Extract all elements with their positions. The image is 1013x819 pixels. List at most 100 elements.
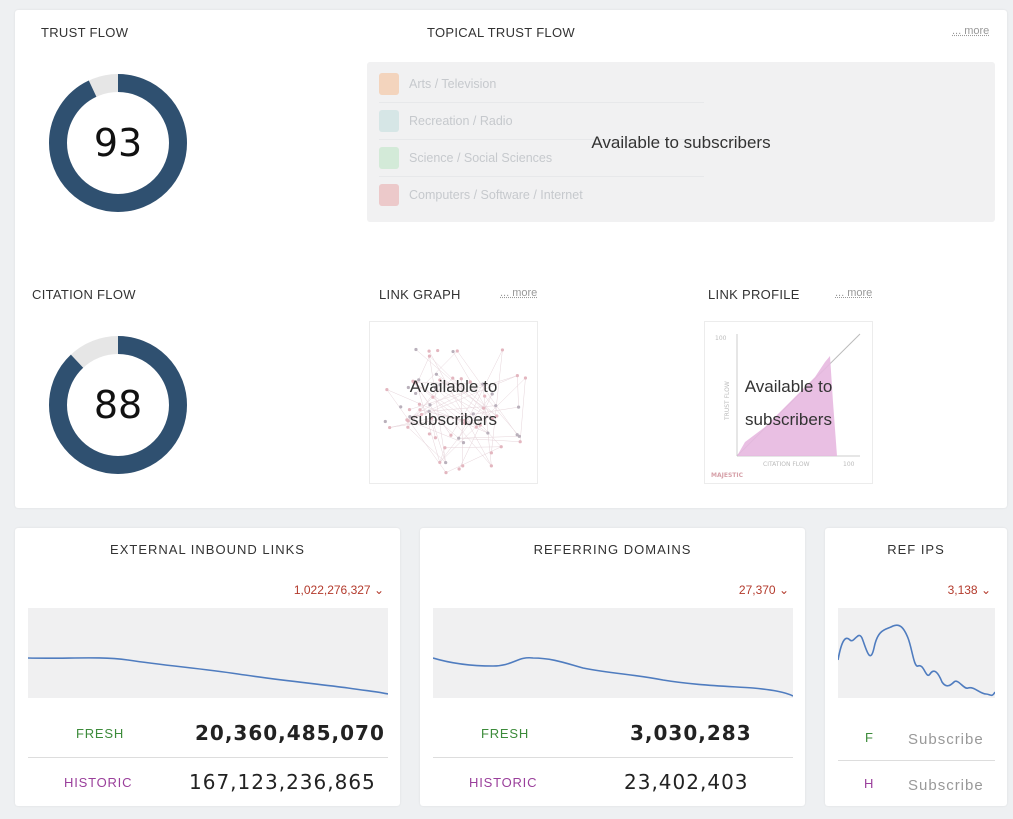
topic-row: Science / Social Sciences: [379, 146, 552, 170]
graph-edge: [450, 383, 484, 436]
topic-row: Arts / Television: [379, 72, 496, 96]
graph-node: [489, 464, 493, 468]
link-profile-overlay-line1: Available to: [744, 377, 833, 396]
link-profile-thumbnail[interactable]: 100 100 CITATION FLOW TRUST FLOW MAJESTI…: [704, 321, 873, 484]
topic-row: Computers / Software / Internet: [379, 183, 583, 207]
graph-node: [408, 415, 412, 419]
divider: [28, 757, 388, 758]
trust-flow-arc: [49, 74, 187, 212]
graph-node: [428, 403, 432, 407]
historic-label: HISTORIC: [469, 775, 538, 790]
graph-edge: [436, 374, 497, 417]
fresh-label: FRESH: [76, 726, 125, 741]
citation-flow-donut: [49, 336, 187, 474]
graph-edge: [452, 351, 493, 419]
historic-value: 23,402,403: [624, 770, 749, 794]
ref-ips-title: REF IPS: [887, 542, 945, 557]
graph-node: [414, 347, 418, 352]
ref-ips-total-dropdown[interactable]: 3,138 ⌄: [948, 583, 991, 597]
link-graph-thumbnail[interactable]: Available to subscribers: [369, 321, 538, 484]
graph-edge: [517, 375, 519, 408]
graph-node: [517, 434, 521, 438]
majestic-logo: MAJESTIC: [711, 472, 744, 479]
graph-edge: [415, 349, 484, 409]
graph-edge: [458, 424, 481, 470]
graph-edge: [415, 350, 458, 394]
graph-node: [399, 405, 403, 409]
graph-node: [438, 383, 442, 387]
topic-label: Recreation / Radio: [409, 114, 513, 128]
graph-node: [406, 385, 410, 390]
graph-node: [486, 431, 490, 435]
graph-edge: [418, 379, 492, 467]
graph-edge: [429, 405, 496, 412]
graph-node: [481, 406, 486, 410]
external-inbound-links-title: EXTERNAL INBOUND LINKS: [110, 542, 305, 557]
graph-edge: [428, 411, 436, 438]
graph-node: [444, 460, 448, 465]
chevron-down-icon: ⌄: [778, 583, 789, 597]
metrics-panel: TRUST FLOW 93 TOPICAL TRUST FLOW ... mor…: [15, 10, 1007, 508]
graph-edge: [519, 377, 526, 442]
graph-edge: [457, 350, 518, 435]
link-profile-overlay-line2: subscribers: [745, 410, 832, 429]
topical-trust-flow-more-link[interactable]: ... more: [952, 25, 990, 37]
topic-label: Arts / Television: [409, 77, 497, 91]
link-graph-more-link[interactable]: ... more: [500, 287, 538, 299]
graph-edge: [386, 389, 488, 434]
graph-node: [523, 376, 528, 380]
graph-edge: [386, 389, 447, 473]
graph-node: [516, 405, 521, 409]
fresh-subscribe-link[interactable]: Subscribe: [908, 731, 984, 748]
graph-node: [499, 445, 503, 449]
graph-node: [481, 382, 485, 386]
graph-edge: [407, 375, 518, 422]
historic-subscribe-link[interactable]: Subscribe: [908, 777, 984, 794]
graph-node: [427, 349, 431, 353]
historic-label: H: [864, 776, 875, 791]
graph-node: [443, 446, 447, 450]
trust-flow-title: TRUST FLOW: [41, 25, 129, 40]
graph-edge: [407, 377, 453, 422]
graph-node: [434, 372, 439, 376]
graph-edge: [406, 411, 430, 421]
graph-node: [449, 433, 453, 437]
graph-node: [478, 423, 482, 427]
graph-node: [417, 378, 421, 382]
graph-node: [406, 425, 410, 429]
external-links-sparkline: [28, 608, 388, 698]
graph-edge: [435, 387, 477, 428]
external-links-total-dropdown[interactable]: 1,022,276,327 ⌄: [294, 583, 384, 597]
trust-flow-donut: [49, 74, 187, 212]
fresh-value: 20,360,485,070: [195, 721, 385, 745]
link-profile-more-link[interactable]: ... more: [835, 287, 873, 299]
graph-edge: [406, 381, 471, 421]
graph-node: [451, 349, 455, 354]
divider: [379, 176, 704, 177]
graph-edge: [435, 387, 493, 419]
graph-node: [436, 348, 440, 353]
graph-node: [431, 395, 435, 399]
graph-node: [483, 394, 487, 398]
link-graph-overlay-line2: subscribers: [410, 410, 497, 429]
graph-edge: [407, 427, 446, 463]
link-graph-overlay-line1: Available to: [409, 377, 498, 396]
graph-node: [407, 407, 412, 412]
graph-node: [463, 418, 467, 422]
graph-node: [489, 451, 493, 455]
chevron-down-icon: ⌄: [373, 583, 384, 597]
graph-node: [438, 460, 442, 465]
referring-domains-total-dropdown[interactable]: 27,370 ⌄: [739, 583, 789, 597]
graph-edge: [439, 447, 446, 463]
topic-row: Recreation / Radio: [379, 109, 513, 133]
graph-edge: [431, 418, 446, 463]
link-profile-scatter: 100 100 CITATION FLOW TRUST FLOW MAJESTI…: [711, 333, 861, 479]
graph-edge: [439, 379, 502, 447]
graph-edge: [413, 382, 488, 434]
graph-edge: [429, 356, 446, 463]
graph-node: [419, 412, 424, 417]
sparkline-path: [433, 656, 793, 697]
link-graph-network: [383, 347, 528, 475]
graph-edge: [413, 382, 465, 424]
graph-node: [383, 419, 387, 424]
